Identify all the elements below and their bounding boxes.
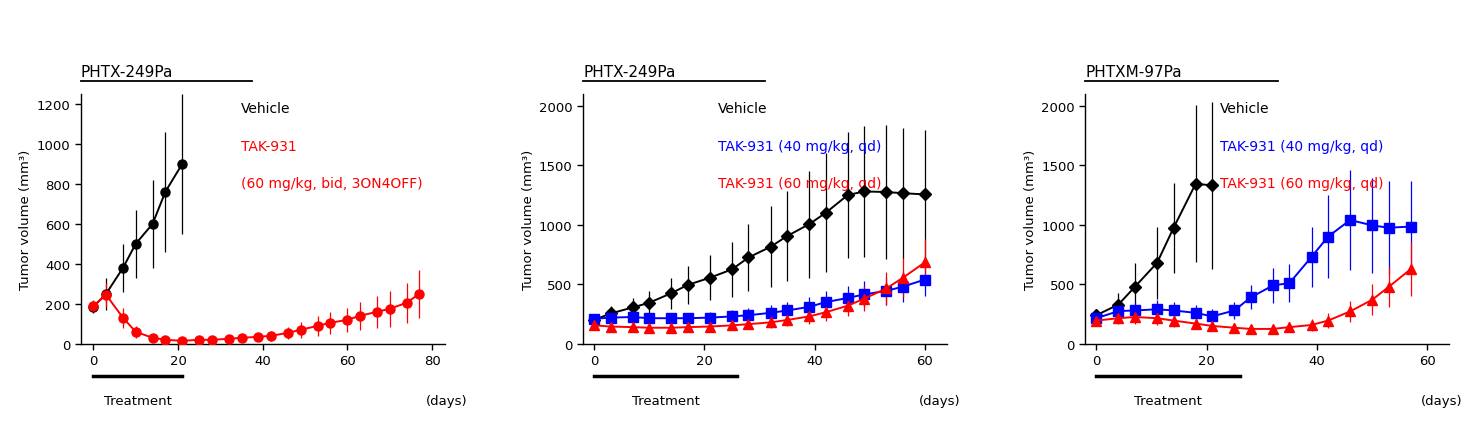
Text: (days): (days): [918, 394, 961, 407]
Text: TAK-931 (60 mg/kg, qd): TAK-931 (60 mg/kg, qd): [717, 177, 882, 191]
Text: (60 mg/kg, bid, 3ON4OFF): (60 mg/kg, bid, 3ON4OFF): [241, 177, 422, 191]
Text: (days): (days): [1422, 394, 1463, 407]
Y-axis label: Tumor volume (mm³): Tumor volume (mm³): [1024, 149, 1037, 289]
Text: PHTXM-97Pa: PHTXM-97Pa: [1086, 64, 1182, 80]
Text: Treatment: Treatment: [632, 394, 700, 407]
Text: Treatment: Treatment: [1134, 394, 1201, 407]
Text: TAK-931 (40 mg/kg, qd): TAK-931 (40 mg/kg, qd): [1221, 139, 1383, 154]
Text: Treatment: Treatment: [104, 394, 172, 407]
Text: Vehicle: Vehicle: [241, 102, 290, 116]
Text: PHTX-249Pa: PHTX-249Pa: [81, 64, 173, 80]
Text: TAK-931 (60 mg/kg, qd): TAK-931 (60 mg/kg, qd): [1221, 177, 1383, 191]
Text: TAK-931: TAK-931: [241, 139, 296, 154]
Y-axis label: Tumor volume (mm³): Tumor volume (mm³): [522, 149, 534, 289]
Text: PHTX-249Pa: PHTX-249Pa: [582, 64, 675, 80]
Text: Vehicle: Vehicle: [1221, 102, 1269, 116]
Text: (days): (days): [425, 394, 468, 407]
Text: TAK-931 (40 mg/kg, qd): TAK-931 (40 mg/kg, qd): [717, 139, 882, 154]
Text: Vehicle: Vehicle: [717, 102, 767, 116]
Y-axis label: Tumor volume (mm³): Tumor volume (mm³): [19, 149, 32, 289]
